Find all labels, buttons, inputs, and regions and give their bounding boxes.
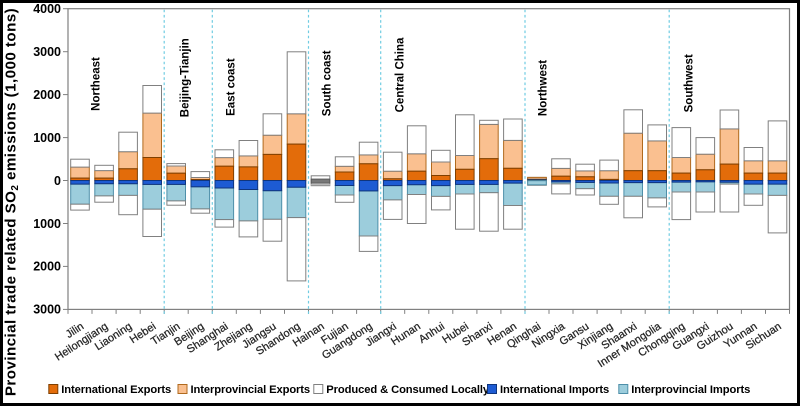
- svg-text:4000: 4000: [33, 2, 61, 16]
- svg-text:Produced & Consumed Locally: Produced & Consumed Locally: [326, 384, 490, 396]
- svg-text:International Exports: International Exports: [61, 384, 171, 396]
- svg-text:Interprovincial Exports: Interprovincial Exports: [191, 384, 311, 396]
- svg-text:Central China: Central China: [394, 37, 406, 112]
- svg-text:Northeast: Northeast: [91, 57, 103, 111]
- svg-text:3000: 3000: [33, 303, 61, 317]
- svg-text:1000: 1000: [33, 217, 61, 231]
- svg-text:Interprovincial Imports: Interprovincial Imports: [631, 384, 750, 396]
- svg-text:East coast: East coast: [225, 58, 237, 116]
- svg-text:International Imports: International Imports: [500, 384, 609, 396]
- svg-text:Southwest: Southwest: [684, 54, 696, 112]
- svg-text:Beijing-Tianjin: Beijing-Tianjin: [179, 38, 191, 117]
- svg-text:South coast: South coast: [322, 50, 334, 116]
- svg-text:2000: 2000: [33, 88, 61, 102]
- svg-text:3000: 3000: [33, 45, 61, 59]
- svg-text:2000: 2000: [33, 260, 61, 274]
- svg-text:Provincial trade related SO2 e: Provincial trade related SO2 emissions (…: [3, 8, 22, 396]
- svg-text:0: 0: [54, 174, 61, 188]
- svg-text:Northwest: Northwest: [538, 60, 550, 116]
- svg-text:Anhui: Anhui: [417, 320, 447, 345]
- svg-text:1000: 1000: [33, 131, 61, 145]
